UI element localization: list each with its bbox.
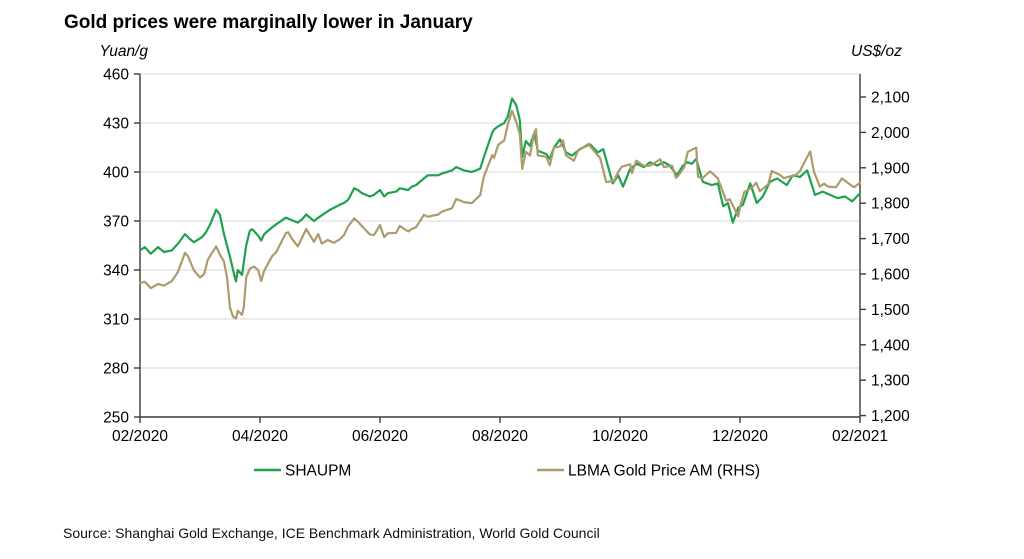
lbma-gold-price-line xyxy=(138,109,862,320)
gridlines xyxy=(140,73,860,369)
axis-tick-labels: 460 430 400 370 340 310 280 250 2,100 2,000 1,900 1… xyxy=(103,67,910,446)
legend-label-shaupm: SHAUPM xyxy=(285,463,351,480)
right-axis-tick-label: 1,300 xyxy=(871,373,910,390)
x-axis-tick-label: 06/2020 xyxy=(352,428,408,445)
x-axis-tick-label: 02/2020 xyxy=(112,428,168,445)
source-note: Source: Shanghai Gold Exchange, ICE Benc… xyxy=(63,525,600,541)
shaupm-line xyxy=(138,97,862,283)
right-axis-tick-label: 2,100 xyxy=(871,90,910,107)
right-axis-tick-label: 1,400 xyxy=(871,337,910,354)
x-axis-tick-label: 04/2020 xyxy=(232,428,288,445)
axes xyxy=(134,73,866,423)
right-axis-tick-label: 1,900 xyxy=(871,160,910,177)
right-axis-tick-label: 1,200 xyxy=(871,408,910,425)
right-axis-unit-label: US$/oz xyxy=(851,43,902,60)
legend-label-lbma: LBMA Gold Price AM (RHS) xyxy=(568,463,760,480)
left-axis-tick-label: 280 xyxy=(103,361,129,378)
x-axis-tick-label: 08/2020 xyxy=(472,428,528,445)
legend-item-lbma: LBMA Gold Price AM (RHS) xyxy=(537,463,760,480)
left-axis-tick-label: 310 xyxy=(103,312,129,329)
left-axis-tick-label: 430 xyxy=(103,116,129,133)
x-axis-tick-label: 12/2020 xyxy=(712,428,768,445)
chart-title: Gold prices were marginally lower in Jan… xyxy=(64,12,473,33)
left-axis-tick-label: 250 xyxy=(103,410,129,427)
x-axis-tick-label: 02/2021 xyxy=(832,428,888,445)
legend: SHAUPM LBMA Gold Price AM (RHS) xyxy=(254,463,760,480)
left-axis-tick-label: 400 xyxy=(103,165,129,182)
left-axis-tick-label: 460 xyxy=(103,67,129,84)
right-axis-tick-label: 1,800 xyxy=(871,196,910,213)
right-axis-tick-label: 2,000 xyxy=(871,125,910,142)
data-series xyxy=(138,97,862,320)
left-axis-tick-label: 370 xyxy=(103,214,129,231)
right-axis-tick-label: 1,700 xyxy=(871,231,910,248)
left-axis-unit-label: Yuan/g xyxy=(99,43,148,60)
x-axis-tick-label: 10/2020 xyxy=(592,428,648,445)
right-axis-tick-label: 1,500 xyxy=(871,302,910,319)
left-axis-tick-label: 340 xyxy=(103,263,129,280)
legend-item-shaupm: SHAUPM xyxy=(254,463,351,480)
right-axis-tick-label: 1,600 xyxy=(871,267,910,284)
